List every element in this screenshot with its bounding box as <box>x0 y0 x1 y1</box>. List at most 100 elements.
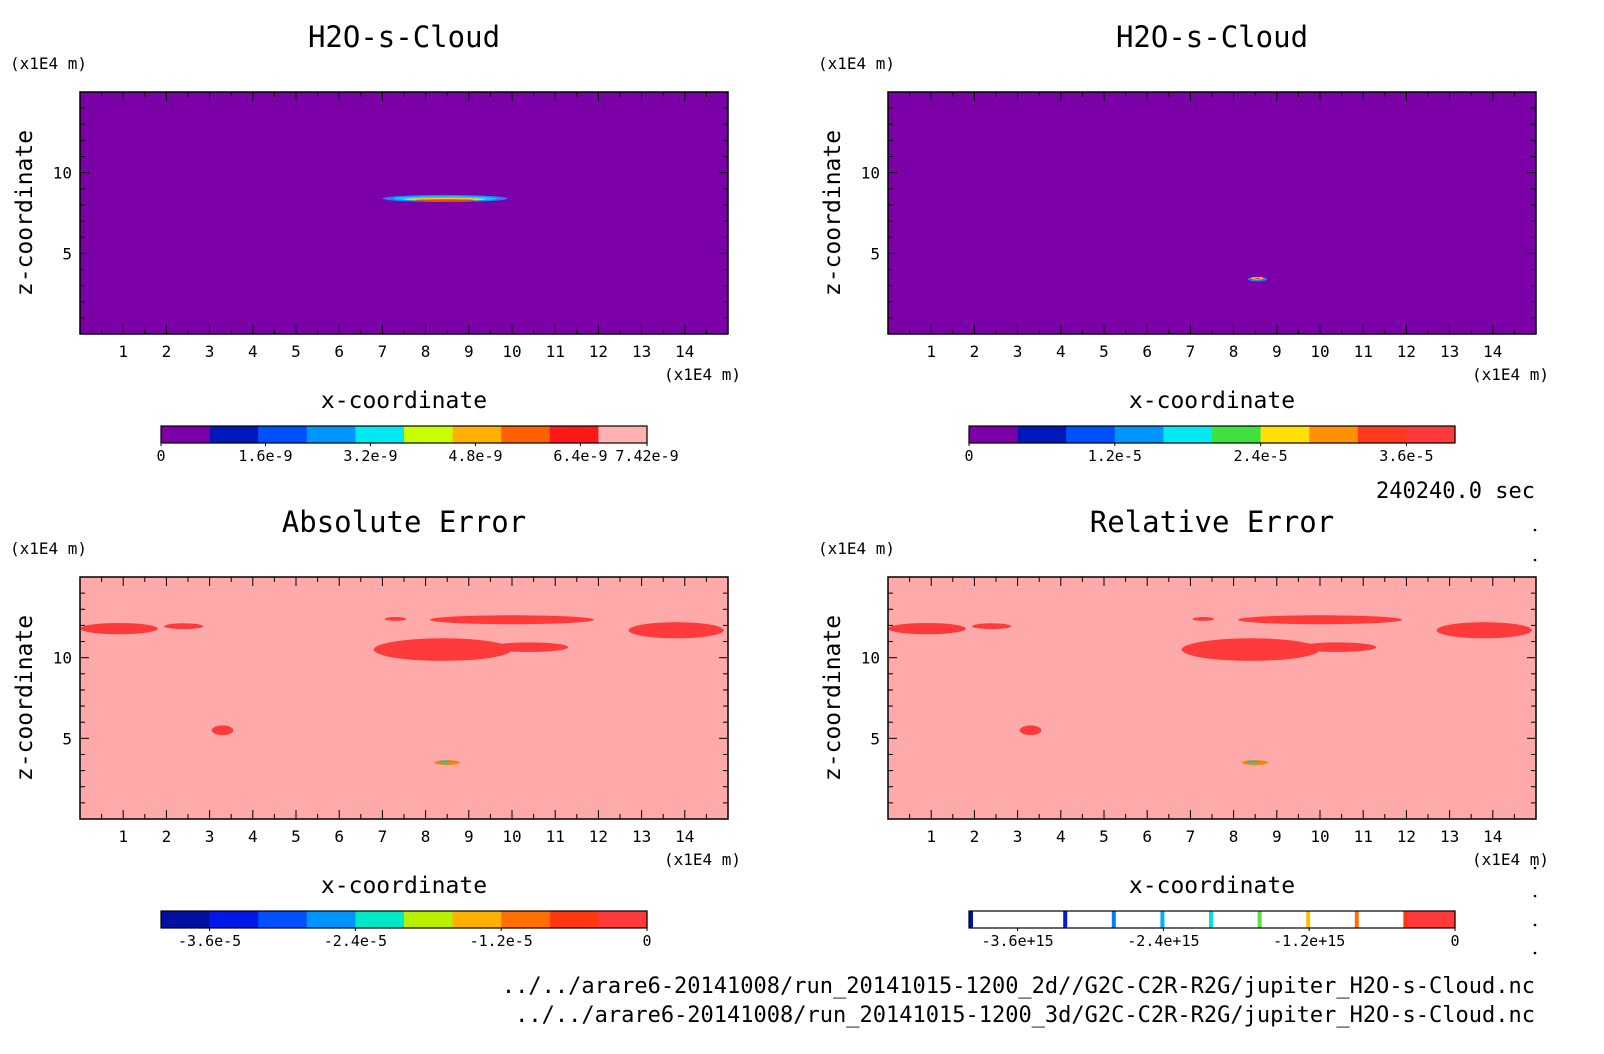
x-tick-label: 9 <box>1272 827 1282 846</box>
y-tick-label: 5 <box>62 729 72 748</box>
colorbar-label: 6.4e-9 <box>553 447 607 465</box>
x-tick-label: 2 <box>162 342 172 361</box>
x-tick-label: 1 <box>118 342 128 361</box>
colorbar-stripe <box>1403 911 1408 928</box>
colorbar: 0 1.2e-5 2.4e-5 3.6e-5 <box>964 425 1456 465</box>
colorbar-segment <box>1066 911 1116 928</box>
x-tick-label: 9 <box>464 342 474 361</box>
time-label: 240240.0 sec <box>1376 479 1535 504</box>
colorbar-label: 1.6e-9 <box>238 447 292 465</box>
colorbar-segment <box>355 911 405 928</box>
colorbar-segment <box>404 911 454 928</box>
x-tick-label: 10 <box>1310 827 1329 846</box>
colorbar-segment <box>209 426 259 443</box>
x-tick-label: 6 <box>334 827 344 846</box>
colorbar-label: -3.6e-5 <box>178 932 241 950</box>
x-tick-label: 3 <box>1013 827 1023 846</box>
y-tick-label: 5 <box>870 729 880 748</box>
x-tick-label: 12 <box>589 827 608 846</box>
chart-title: Absolute Error <box>282 505 526 539</box>
y-axis-label: z-coordinate <box>820 130 846 296</box>
chart-title: H2O-s-Cloud <box>1116 20 1308 54</box>
x-tick-label: 7 <box>1186 342 1196 361</box>
x-tick-label: 12 <box>1397 342 1416 361</box>
colorbar-segment <box>258 426 308 443</box>
x-tick-label: 3 <box>1013 342 1023 361</box>
colorbar-segment <box>501 426 551 443</box>
colorbar-segment <box>1406 426 1456 443</box>
colorbar-segment <box>1260 911 1310 928</box>
y-axis-label: z-coordinate <box>12 130 38 296</box>
file-path-2: ../../arare6-20141008/run_20141015-1200_… <box>515 1003 1535 1028</box>
y-axis-unit: (x1E4 m) <box>818 539 895 558</box>
x-tick-label: 11 <box>1354 827 1373 846</box>
x-tick-label: 10 <box>1310 342 1329 361</box>
x-tick-label: 11 <box>1354 342 1373 361</box>
x-axis-unit: (x1E4 m) <box>664 850 741 869</box>
colorbar-label: 4.8e-9 <box>448 447 502 465</box>
colorbar-label: -2.4e+15 <box>1127 932 1199 950</box>
colorbar-segment <box>1212 426 1262 443</box>
x-tick-label: 8 <box>421 827 431 846</box>
x-axis-label: x-coordinate <box>321 873 487 899</box>
contour-region-6 <box>429 615 595 625</box>
colorbar-segment <box>549 911 599 928</box>
contour-region-4 <box>490 642 569 653</box>
colorbar-label: 2.4e-5 <box>1234 447 1288 465</box>
y-tick-label: 10 <box>861 649 880 668</box>
x-tick-label: 10 <box>502 827 521 846</box>
colorbar-label: 3.2e-9 <box>343 447 397 465</box>
colorbar-segment <box>1212 911 1262 928</box>
chart-panel-1: H2O-s-Cloud(x1E4 m)1 2 3 4 5 6 7 8 9 10 11 12 13 1451… <box>10 20 741 465</box>
x-axis-label: x-coordinate <box>1129 388 1295 414</box>
x-tick-label: 14 <box>1483 342 1502 361</box>
x-tick-label: 6 <box>1142 827 1152 846</box>
colorbar-label: 0 <box>1450 932 1459 950</box>
x-tick-label: 9 <box>464 827 474 846</box>
x-tick-label: 2 <box>162 827 172 846</box>
colorbar-label: -1.2e-5 <box>470 932 533 950</box>
x-tick-label: 14 <box>1483 827 1502 846</box>
colorbar-segment <box>1357 911 1407 928</box>
colorbar-segment <box>452 426 502 443</box>
x-tick-label: 4 <box>1056 342 1066 361</box>
plot-features <box>888 615 1532 765</box>
y-axis-unit: (x1E4 m) <box>10 539 87 558</box>
colorbar-segment <box>452 911 502 928</box>
x-tick-label: 8 <box>1229 342 1239 361</box>
colorbar-segment <box>1406 911 1456 928</box>
x-tick-label: 3 <box>205 342 215 361</box>
plot-background <box>888 577 1536 819</box>
x-tick-label: 3 <box>205 827 215 846</box>
contour-region-7 <box>628 622 724 639</box>
x-tick-label: 4 <box>248 827 258 846</box>
contour-region-5 <box>1192 617 1215 621</box>
colorbar-segment <box>1163 911 1213 928</box>
plot-features <box>80 615 724 765</box>
colorbar-label: -1.2e+15 <box>1273 932 1345 950</box>
colorbar-label: 1.2e-5 <box>1088 447 1142 465</box>
colorbar-label: -3.6e+15 <box>981 932 1053 950</box>
colorbar-stripe <box>1111 911 1116 928</box>
colorbar-label: 0 <box>964 447 973 465</box>
colorbar-frame <box>968 910 1456 929</box>
x-tick-label: 13 <box>1440 342 1459 361</box>
contour-region-2 <box>972 623 1012 630</box>
plot-background <box>80 577 728 819</box>
chart-panel-2: H2O-s-Cloud(x1E4 m)1 2 3 4 5 6 7 8 9 10 11 12 13 1451… <box>818 20 1549 465</box>
colorbar-segment <box>1066 426 1116 443</box>
x-tick-label: 5 <box>1099 342 1109 361</box>
y-tick-label: 5 <box>870 244 880 263</box>
x-tick-label: 13 <box>632 827 651 846</box>
colorbar-segment <box>404 426 454 443</box>
contour-region-3 <box>1181 638 1320 661</box>
contour-region-7 <box>1436 622 1532 639</box>
contour-region-3 <box>373 638 512 661</box>
contour-region-8 <box>1019 725 1042 736</box>
colorbar: -3.6e-5 -2.4e-5 -1.2e-5 0 <box>160 910 652 950</box>
x-tick-label: 1 <box>926 827 936 846</box>
colorbar-segment <box>1260 426 1310 443</box>
colorbar-frame <box>160 910 648 929</box>
file-path-1: ../../arare6-20141008/run_20141015-1200_… <box>502 974 1535 999</box>
colorbar: 0 1.6e-9 3.2e-9 4.8e-9 6.4e-9 7.42e-9 <box>156 425 679 465</box>
